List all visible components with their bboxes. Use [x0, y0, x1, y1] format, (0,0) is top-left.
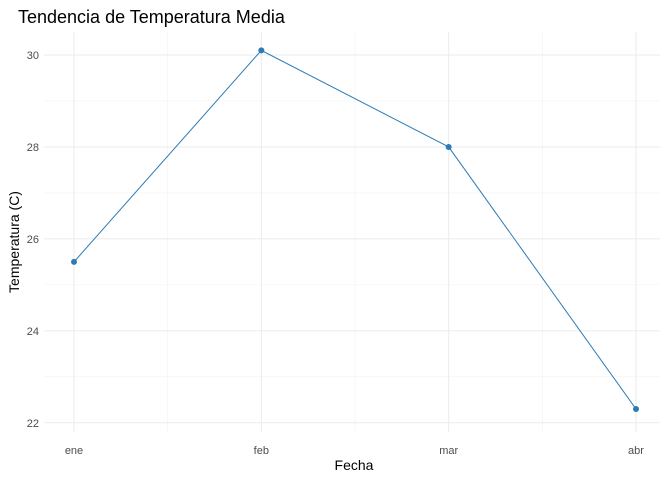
x-tick-label: ene [65, 445, 83, 457]
y-tick-label: 26 [27, 234, 39, 246]
x-axis-ticks: ene feb mar abr [65, 445, 644, 457]
y-tick-label: 22 [27, 418, 39, 430]
data-series [71, 47, 639, 413]
x-tick-label: abr [628, 445, 644, 457]
chart-title: Tendencia de Temperatura Media [18, 7, 286, 27]
data-point [633, 406, 639, 413]
series-line [73, 49, 637, 410]
y-tick-label: 28 [27, 142, 39, 154]
data-point [258, 47, 265, 54]
y-tick-label: 24 [27, 326, 39, 338]
y-axis-title: Temperatura (C) [6, 191, 22, 293]
grid-lines [44, 32, 660, 432]
y-tick-label: 30 [27, 50, 39, 62]
x-tick-label: feb [254, 445, 269, 457]
x-tick-label: mar [439, 445, 458, 457]
x-axis-title: Fecha [335, 457, 374, 473]
data-point [71, 258, 77, 265]
data-point [445, 143, 452, 150]
y-axis-ticks: 22 24 26 28 30 [27, 50, 39, 430]
